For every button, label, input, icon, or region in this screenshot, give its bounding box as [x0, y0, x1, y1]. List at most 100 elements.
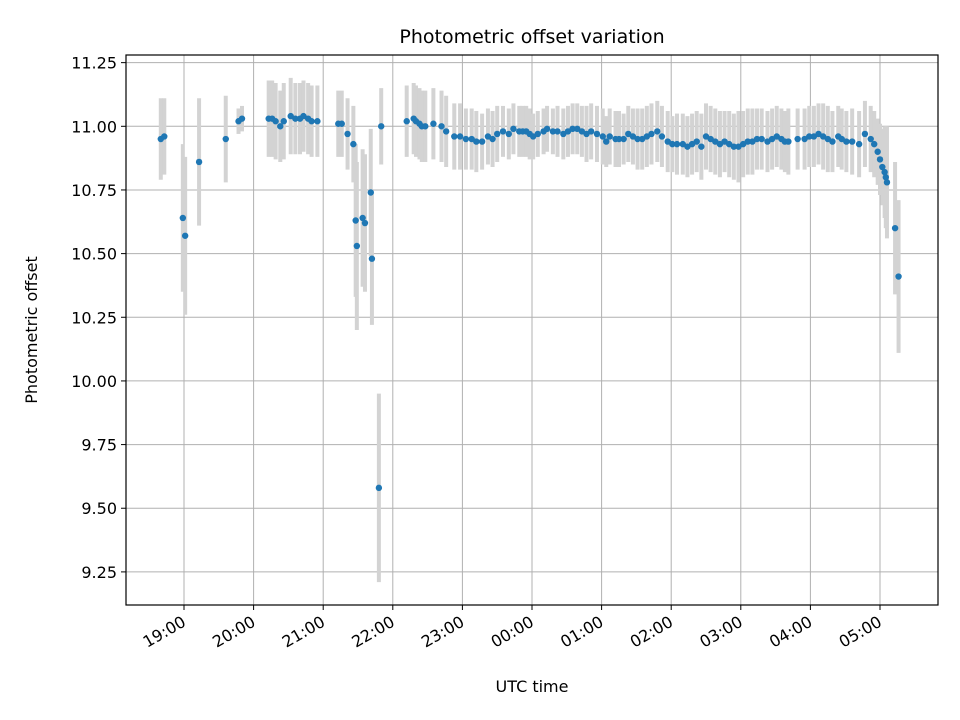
data-point	[352, 217, 359, 224]
grid-lines	[126, 55, 938, 605]
data-point	[599, 133, 606, 140]
data-point	[195, 158, 203, 166]
data-point	[891, 224, 899, 232]
data-point	[473, 138, 480, 145]
data-point	[730, 143, 738, 150]
data-point	[874, 148, 881, 155]
data-point	[554, 128, 561, 135]
x-axis-ticks: 19:00 20:00 21:00 22:00 23:00 00:00 01:00 02:00…	[140, 605, 885, 652]
x-tick-label: 00:00	[488, 612, 537, 652]
y-tick-label: 11.25	[71, 54, 117, 73]
data-point	[534, 130, 541, 138]
data-point	[654, 128, 661, 135]
data-point	[861, 130, 869, 138]
data-point	[543, 125, 551, 133]
x-tick-label: 23:00	[418, 612, 467, 652]
data-point	[489, 135, 496, 143]
data-point	[753, 135, 761, 143]
x-tick-label: 19:00	[140, 612, 189, 652]
data-point	[280, 118, 287, 125]
x-tick-label: 04:00	[766, 612, 815, 652]
data-point	[277, 123, 284, 130]
data-point	[587, 128, 595, 135]
data-point	[368, 255, 376, 262]
data-point	[881, 168, 888, 176]
x-tick-label: 01:00	[557, 612, 606, 652]
data-point	[744, 138, 751, 145]
data-point	[603, 138, 610, 145]
data-point	[494, 130, 501, 138]
data-point	[161, 133, 168, 140]
chart-title: Photometric offset variation	[399, 26, 664, 48]
y-tick-label: 10.25	[71, 308, 117, 327]
data-point	[883, 179, 891, 186]
data-point	[669, 140, 676, 148]
data-point	[593, 130, 601, 138]
data-point	[350, 140, 357, 148]
data-point	[462, 135, 470, 143]
data-point	[442, 128, 450, 135]
data-point	[693, 138, 700, 145]
data-point	[359, 214, 366, 222]
data-point	[794, 135, 801, 143]
data-point	[361, 219, 369, 227]
data-point	[758, 135, 765, 143]
data-point	[882, 174, 889, 181]
data-point	[308, 118, 315, 125]
data-point	[615, 135, 623, 143]
x-tick-label: 02:00	[627, 612, 676, 652]
data-point	[549, 128, 557, 135]
x-tick-label: 03:00	[696, 612, 745, 652]
x-tick-label: 21:00	[279, 612, 328, 652]
data-point	[344, 130, 351, 138]
data-point	[648, 130, 655, 138]
data-point	[456, 133, 464, 140]
data-point	[272, 118, 279, 125]
data-point	[403, 118, 410, 125]
y-tick-label: 10.00	[71, 372, 117, 391]
data-point	[698, 143, 705, 150]
data-point	[222, 135, 229, 143]
data-point	[451, 133, 458, 140]
data-point	[438, 123, 445, 130]
data-points	[157, 112, 902, 492]
data-point	[378, 123, 385, 130]
data-point	[829, 138, 836, 145]
data-point	[806, 133, 813, 140]
data-point	[238, 115, 246, 122]
data-point	[478, 138, 486, 145]
y-tick-label: 9.25	[81, 563, 117, 582]
data-point	[505, 130, 512, 138]
data-point	[375, 484, 383, 492]
x-tick-label: 20:00	[209, 612, 258, 652]
data-point	[871, 140, 878, 148]
data-point	[879, 163, 886, 171]
data-point	[634, 135, 641, 143]
data-point	[876, 156, 884, 163]
data-point	[569, 125, 576, 133]
x-axis-label: UTC time	[496, 677, 569, 696]
data-point	[606, 133, 613, 140]
data-point	[843, 138, 850, 145]
data-point	[367, 189, 374, 196]
y-tick-label: 9.50	[81, 499, 117, 518]
data-point	[658, 133, 666, 140]
data-point	[785, 138, 792, 145]
data-point	[292, 115, 299, 122]
data-point	[338, 120, 345, 127]
data-point	[848, 138, 856, 145]
y-axis-label: Photometric offset	[22, 256, 41, 404]
data-point	[510, 125, 517, 133]
data-point	[673, 140, 681, 148]
data-point	[620, 135, 627, 143]
y-tick-label: 10.50	[71, 245, 117, 264]
data-point	[179, 214, 187, 222]
y-tick-label: 11.00	[71, 117, 117, 136]
data-point	[867, 135, 874, 143]
y-axis-ticks: 9.25 9.50 9.75 10.00 10.25 10.50 10.75 11.00 11.…	[71, 54, 126, 582]
data-point	[353, 242, 361, 250]
data-point	[422, 123, 429, 130]
data-point	[895, 273, 902, 280]
x-tick-label: 05:00	[836, 612, 885, 652]
